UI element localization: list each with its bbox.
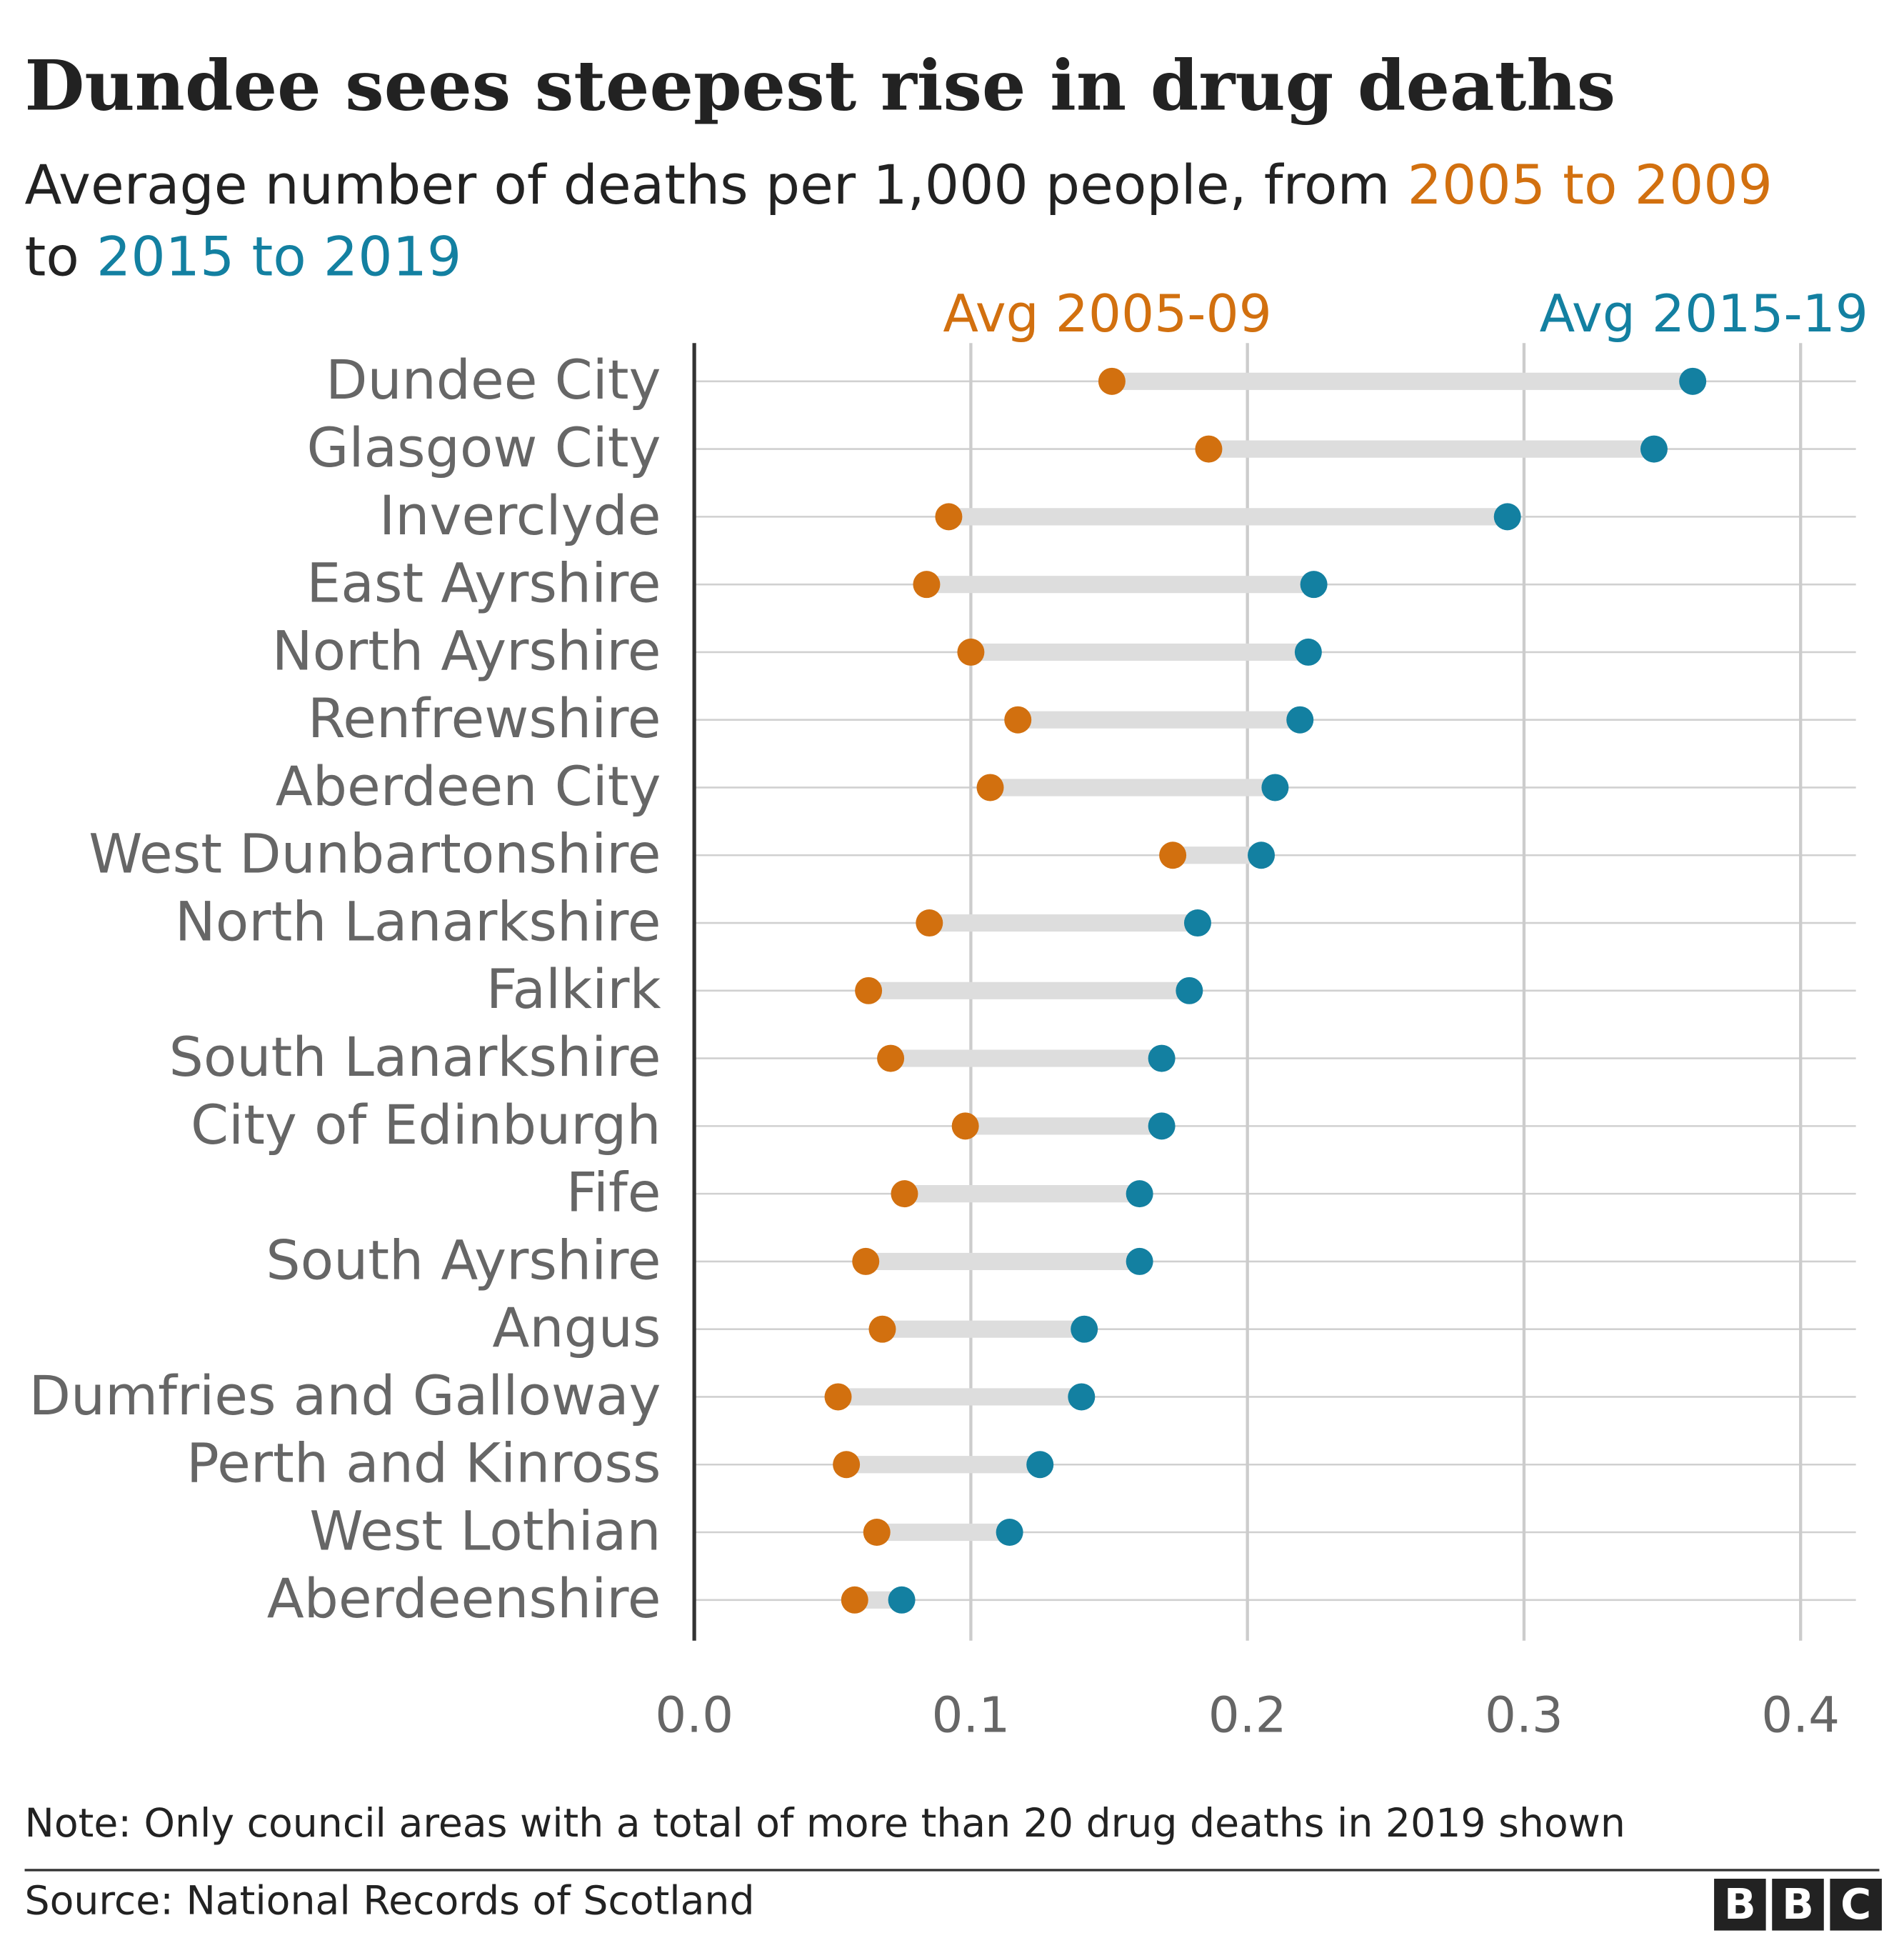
dot: [833, 1451, 861, 1479]
y-tick-label: North Ayrshire: [272, 619, 661, 682]
x-tick-label: 0.0: [655, 1687, 733, 1744]
subtitle-part: Average number of deaths per 1,000 peopl…: [24, 154, 1408, 218]
y-tick-label: South Ayrshire: [266, 1228, 661, 1292]
subtitle-part: 2015 to 2019: [96, 226, 462, 289]
source: Source: National Records of Scotland: [25, 1879, 755, 1924]
dot: [1294, 638, 1322, 666]
dot: [1098, 367, 1126, 395]
dot: [996, 1519, 1023, 1547]
dot: [1183, 909, 1211, 937]
x-tick-label: 0.4: [1761, 1687, 1840, 1744]
y-tick-label: South Lanarkshire: [169, 1025, 661, 1089]
dot: [1286, 706, 1314, 734]
dot: [1148, 1112, 1176, 1140]
logo-letter: C: [1840, 1880, 1871, 1929]
y-tick-label: Inverclyde: [379, 484, 661, 547]
dot: [1126, 1180, 1153, 1208]
dot: [913, 571, 941, 599]
subtitle-part: 2005 to 2009: [1407, 154, 1773, 218]
y-tick-label: Angus: [492, 1296, 661, 1359]
y-tick-label: Glasgow City: [307, 416, 661, 479]
chart-title: Dundee sees steepest rise in drug deaths: [25, 44, 1616, 126]
dot: [1159, 841, 1187, 869]
legend-label: Avg 2015-19: [1540, 284, 1868, 344]
y-tick-label: Perth and Kinross: [186, 1432, 661, 1495]
dot: [1300, 571, 1328, 599]
y-tick-label: Renfrewshire: [308, 686, 661, 750]
dot: [1640, 435, 1668, 463]
dot: [1195, 435, 1223, 463]
y-tick-label: East Ayrshire: [306, 551, 661, 615]
dot: [888, 1586, 916, 1614]
dot: [1068, 1383, 1096, 1411]
dot: [1026, 1451, 1054, 1479]
dot: [1261, 774, 1289, 801]
y-tick-label: West Dunbartonshire: [89, 822, 661, 886]
dot: [951, 1112, 979, 1140]
dot: [868, 1315, 896, 1343]
dot: [891, 1180, 918, 1208]
y-tick-label: City of Edinburgh: [191, 1093, 661, 1157]
dot: [976, 774, 1004, 801]
y-tick-label: Dumfries and Galloway: [29, 1364, 661, 1427]
logo-block: [1772, 1879, 1824, 1931]
dot: [1004, 706, 1032, 734]
dot: [863, 1519, 891, 1547]
dot: [841, 1586, 868, 1614]
dot: [1126, 1247, 1153, 1275]
dot: [855, 977, 883, 1004]
y-tick-label: Fife: [566, 1161, 661, 1224]
logo-letter: B: [1782, 1880, 1814, 1929]
y-tick-label: Aberdeenshire: [267, 1567, 661, 1630]
dot: [877, 1044, 905, 1072]
dot: [1248, 841, 1276, 869]
note: Note: Only council areas with a total of…: [25, 1801, 1625, 1847]
subtitle-part: to: [24, 226, 96, 289]
logo-block: [1714, 1879, 1766, 1931]
y-tick-label: Falkirk: [486, 957, 661, 1021]
logo-letter: B: [1724, 1880, 1756, 1929]
x-tick-label: 0.1: [931, 1687, 1010, 1744]
dot: [1176, 977, 1203, 1004]
dot: [1148, 1044, 1176, 1072]
y-tick-label: West Lothian: [309, 1499, 661, 1562]
dot: [935, 503, 963, 531]
subtitle-box: Average number of deaths per 1,000 peopl…: [25, 151, 1838, 294]
y-tick-label: North Lanarkshire: [175, 889, 661, 953]
x-tick-label: 0.3: [1485, 1687, 1563, 1744]
dot: [1493, 503, 1521, 531]
dot: [957, 638, 985, 666]
legend-label: Avg 2005-09: [943, 284, 1271, 344]
dot: [1679, 367, 1707, 395]
dot: [852, 1247, 880, 1275]
dot: [916, 909, 943, 937]
dot: [1071, 1315, 1098, 1343]
dot: [824, 1383, 852, 1411]
y-tick-label: Dundee City: [326, 348, 661, 411]
logo-block: [1830, 1879, 1882, 1931]
chart-subtitle: Average number of deaths per 1,000 peopl…: [25, 151, 1838, 294]
y-tick-label: Aberdeen City: [276, 754, 661, 818]
x-tick-label: 0.2: [1208, 1687, 1287, 1744]
